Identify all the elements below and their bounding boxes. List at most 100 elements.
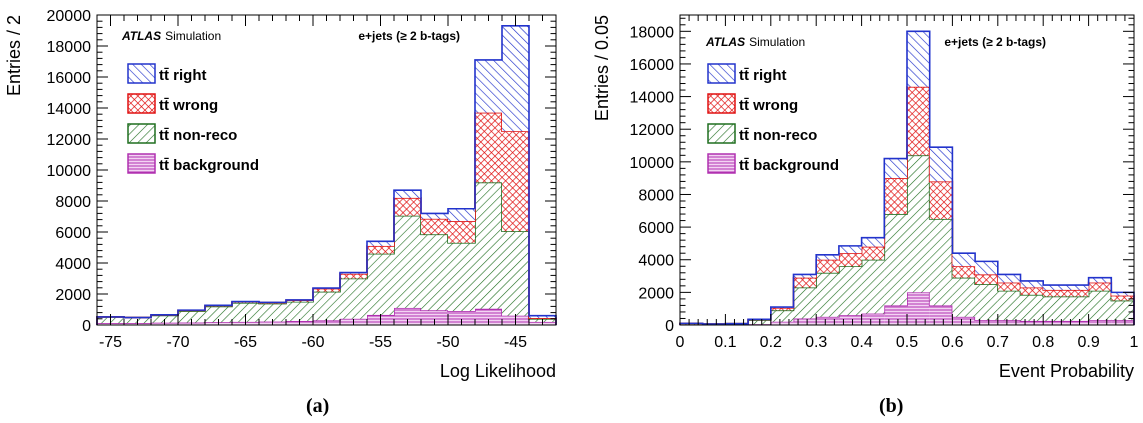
x-tick-label: -55 bbox=[369, 334, 392, 351]
bar-wrong-14 bbox=[997, 282, 1021, 291]
bar-wrong-12 bbox=[952, 266, 976, 278]
y-tick-label: 4000 bbox=[638, 253, 674, 270]
bar-background-10 bbox=[907, 292, 930, 325]
bar-non-reco-16 bbox=[1043, 296, 1066, 321]
outline-right bbox=[679, 30, 1135, 325]
bar-wrong-13 bbox=[448, 221, 475, 243]
bar-background-11 bbox=[394, 307, 421, 325]
legend-swatch bbox=[127, 123, 156, 144]
bar-wrong-11 bbox=[394, 197, 421, 216]
x-tick-label: 0.3 bbox=[805, 334, 827, 351]
bar-right-18 bbox=[1088, 277, 1112, 283]
x-axis-label: Event Probability bbox=[999, 361, 1134, 381]
x-tick-label: 0.1 bbox=[714, 334, 736, 351]
bar-right-8 bbox=[861, 237, 885, 247]
y-tick-label: 0 bbox=[665, 318, 674, 335]
legend-label: tt̄ non-reco bbox=[159, 127, 237, 144]
bar-wrong-11 bbox=[929, 181, 953, 219]
bar-wrong-7 bbox=[838, 253, 862, 267]
y-axis-label: Entries / 2 bbox=[4, 15, 24, 96]
bar-right-11 bbox=[929, 147, 953, 182]
bar-wrong-5 bbox=[793, 277, 817, 288]
y-tick-label: 18000 bbox=[630, 24, 675, 41]
bar-background-17 bbox=[1065, 320, 1089, 325]
bar-non-reco-19 bbox=[1111, 300, 1134, 321]
bar-non-reco-10 bbox=[907, 155, 930, 293]
legend: tt̄ right tt̄ wrong tt̄ non-reco tt̄ backgr… bbox=[127, 63, 259, 174]
bar-background-5 bbox=[793, 318, 817, 325]
bar-background-18 bbox=[1088, 320, 1112, 325]
bar-right-12 bbox=[952, 253, 976, 267]
bar-background-7 bbox=[838, 315, 862, 325]
bar-right-10 bbox=[907, 31, 930, 87]
bar-wrong-18 bbox=[1088, 282, 1112, 291]
legend-label: tt̄ right bbox=[159, 67, 206, 84]
bar-wrong-8 bbox=[313, 288, 340, 292]
bar-right-15 bbox=[502, 25, 529, 132]
y-tick-label: 10000 bbox=[47, 163, 92, 180]
bar-wrong-17 bbox=[1065, 289, 1089, 297]
x-tick-label: 0.4 bbox=[850, 334, 872, 351]
bar-wrong-16 bbox=[1043, 289, 1066, 297]
bar-non-reco-13 bbox=[975, 284, 998, 321]
bar-non-reco-10 bbox=[367, 253, 394, 315]
y-tick-label: 12000 bbox=[47, 132, 92, 149]
atlas-label: ATLAS Simulation bbox=[121, 29, 221, 43]
bar-non-reco-12 bbox=[421, 234, 448, 311]
bar-right-10 bbox=[367, 241, 394, 246]
bar-non-reco-3 bbox=[748, 320, 771, 325]
bar-wrong-15 bbox=[1020, 287, 1044, 295]
y-tick-label: 12000 bbox=[630, 122, 675, 139]
x-tick-label: 1 bbox=[1130, 334, 1139, 351]
legend-label: tt̄ wrong bbox=[739, 97, 798, 114]
bar-background-8 bbox=[861, 313, 885, 325]
legend-swatch bbox=[127, 93, 156, 114]
bar-right-16 bbox=[529, 315, 556, 319]
bar-background-9 bbox=[884, 305, 907, 325]
bar-non-reco-17 bbox=[1065, 296, 1089, 321]
bar-right-12 bbox=[421, 213, 448, 219]
bar-background-19 bbox=[1111, 320, 1134, 325]
legend-label: tt̄ right bbox=[739, 67, 786, 84]
x-tick-label: -60 bbox=[301, 334, 324, 351]
bar-right-16 bbox=[1043, 285, 1066, 290]
bar-right-15 bbox=[1020, 280, 1044, 288]
bar-non-reco-7 bbox=[286, 301, 313, 321]
bar-right-5 bbox=[793, 274, 817, 278]
y-tick-label: 0 bbox=[82, 318, 91, 335]
bar-right-7 bbox=[838, 245, 862, 254]
x-tick-label: -45 bbox=[504, 334, 527, 351]
bar-wrong-9 bbox=[884, 178, 907, 215]
bar-wrong-10 bbox=[367, 245, 394, 254]
bar-non-reco-6 bbox=[816, 272, 839, 317]
bar-background-13 bbox=[975, 320, 998, 325]
bar-background-4 bbox=[770, 321, 794, 325]
bar-right-14 bbox=[997, 274, 1021, 283]
bar-non-reco-5 bbox=[793, 287, 817, 319]
bar-non-reco-8 bbox=[313, 291, 340, 321]
chart-figure: 0200040006000800010000120001400016000180… bbox=[4, 8, 1139, 381]
x-tick-label: 0.2 bbox=[760, 334, 782, 351]
x-axis-label: Log Likelihood bbox=[440, 361, 556, 381]
bar-non-reco-14 bbox=[997, 290, 1021, 321]
bar-wrong-10 bbox=[907, 86, 930, 156]
bar-wrong-4 bbox=[770, 307, 794, 311]
bar-wrong-9 bbox=[340, 273, 367, 279]
y-axis-label: Entries / 0.05 bbox=[592, 15, 612, 121]
bar-right-19 bbox=[1111, 292, 1134, 296]
y-tick-label: 2000 bbox=[55, 287, 91, 304]
outline-right bbox=[96, 25, 557, 325]
bar-non-reco-9 bbox=[340, 278, 367, 319]
bar-wrong-14 bbox=[475, 112, 502, 183]
bar-background-12 bbox=[421, 310, 448, 325]
legend-swatch bbox=[707, 153, 736, 174]
y-tick-label: 20000 bbox=[47, 8, 92, 25]
x-tick-label: 0.6 bbox=[941, 334, 963, 351]
bar-right-9 bbox=[884, 158, 907, 179]
y-tick-label: 4000 bbox=[55, 256, 91, 273]
series-non-reco bbox=[96, 181, 557, 325]
bar-background-13 bbox=[448, 311, 475, 325]
bar-right-11 bbox=[394, 190, 421, 198]
bar-non-reco-11 bbox=[394, 215, 421, 308]
y-tick-label: 8000 bbox=[55, 194, 91, 211]
